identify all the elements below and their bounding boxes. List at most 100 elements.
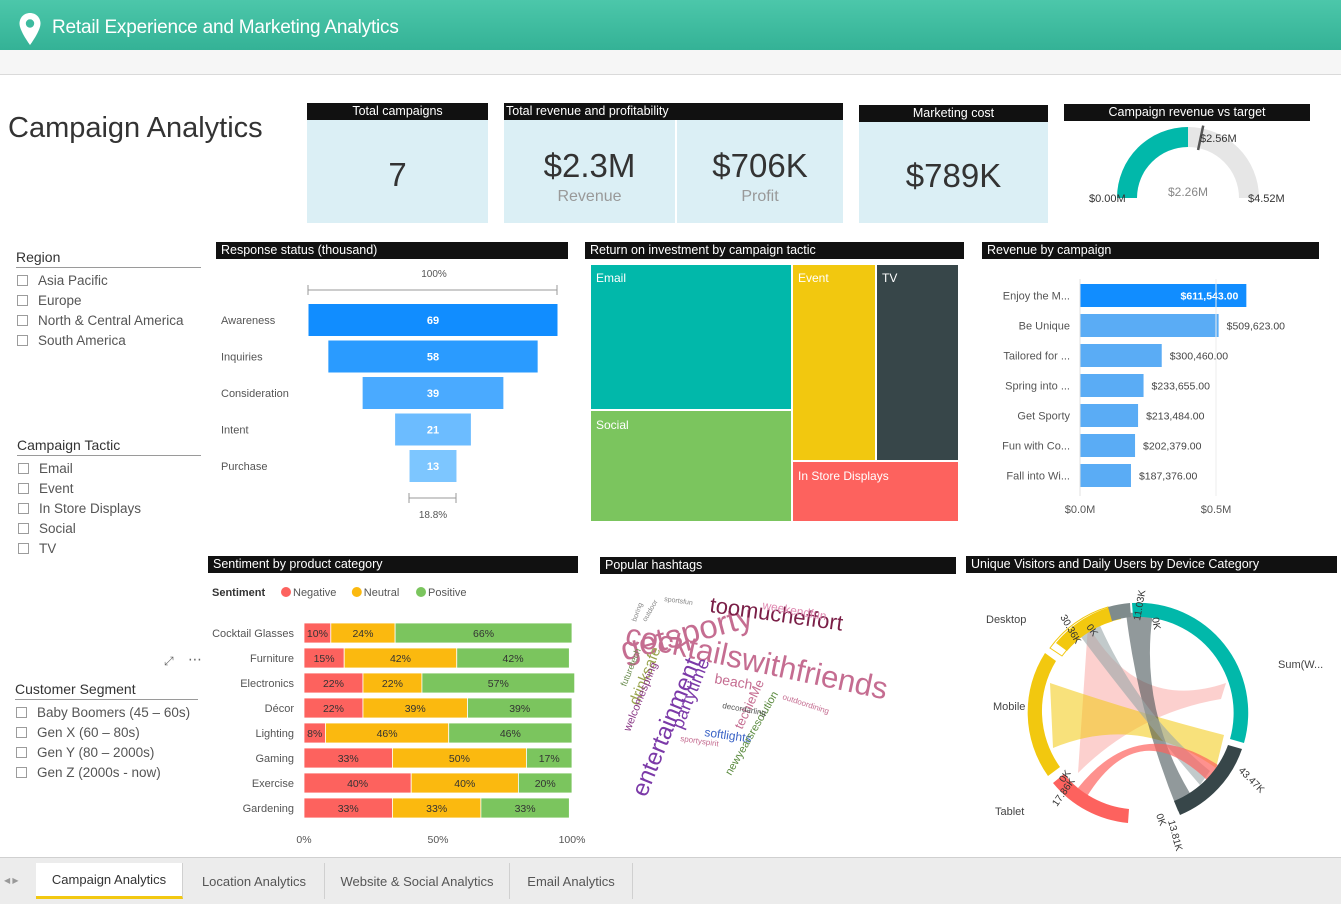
chord-ribbon-dark[interactable] [1126,612,1196,811]
chord-arc-sum[interactable] [1132,602,1249,743]
sentiment-segment[interactable] [480,797,570,819]
revenue-bar[interactable] [1080,404,1139,427]
profit-card[interactable]: $706K Profit [677,120,843,223]
revenue-card[interactable]: $2.3M Revenue [504,120,675,223]
sentiment-segment[interactable] [421,672,576,694]
tactic-option[interactable]: Event [18,479,74,497]
funnel-bar[interactable] [328,340,538,373]
word-sportsfun[interactable]: sportsfun [664,596,694,607]
sentiment-segment[interactable] [456,647,570,669]
revenue-category-label: Be Unique [1019,321,1070,333]
revenue-category-label: Enjoy the M... [1003,291,1070,303]
region-option[interactable]: Europe [17,291,82,309]
segment-option[interactable]: Gen Y (80 – 2000s) [16,743,154,761]
word-outdoordining[interactable]: outdoordining [781,692,830,716]
funnel-bar[interactable] [409,450,457,482]
word-softlights[interactable]: softlights [704,725,753,745]
sentiment-legend-title: Sentiment [212,587,266,599]
revenue-by-campaign-chart[interactable]: Enjoy the M... $611,543.00 Be Unique $509,6… [982,259,1337,524]
device-chord-chart[interactable]: Desktop Mobile Tablet Sum(W... 11.03K 0K… [966,573,1341,855]
sentiment-segment[interactable] [526,747,573,769]
tab-scroll-arrows-icon[interactable]: ◀ ▶ [4,876,19,885]
tab-location-analytics[interactable]: Location Analytics [184,863,325,899]
checkbox[interactable] [18,462,29,474]
revenue-bar[interactable] [1080,284,1247,307]
tab-campaign-analytics[interactable]: Campaign Analytics [36,863,183,899]
funnel-bar[interactable] [362,377,504,409]
tab-email-analytics[interactable]: Email Analytics [510,863,633,899]
sentiment-segment[interactable] [517,772,573,794]
treemap-cell-in-store-displays[interactable] [791,460,960,523]
treemap-cell-tv[interactable] [875,263,960,462]
checkbox[interactable] [18,482,29,494]
checkbox[interactable] [18,542,29,554]
revenue-bar[interactable] [1080,434,1136,457]
region-option[interactable]: North & Central America [17,311,184,329]
revenue-gauge[interactable]: $0.00M $4.52M $2.26M $2.56M [1064,122,1310,222]
checkbox[interactable] [18,522,29,534]
checkbox[interactable] [17,314,28,326]
response-funnel-chart[interactable]: 100% 18.8% 69 Awareness 58 Inquiries 39 Consi… [216,259,568,529]
tab-website-social-analytics[interactable]: Website & Social Analytics [325,863,510,899]
total-campaigns-card[interactable]: 7 [307,120,488,223]
tactic-option[interactable]: Email [18,459,73,477]
roi-treemap-chart[interactable]: Email Social Event TV In Store Displays [585,259,964,525]
legend-marker[interactable] [281,587,291,597]
tactic-option[interactable]: TV [18,539,56,557]
funnel-bar[interactable] [395,413,471,446]
revenue-category-label: Get Sporty [1017,411,1070,423]
sentiment-category-label: Electronics [240,678,294,690]
sentiment-value-label: 24% [352,628,373,640]
chord-arc-tablet-dark[interactable] [1174,745,1242,815]
chord-ribbon-red[interactable] [1078,743,1218,798]
sentiment-segment[interactable] [467,697,573,719]
segment-option[interactable]: Gen X (60 – 80s) [16,723,140,741]
legend-label[interactable]: Positive [428,587,467,599]
segment-option[interactable]: Baby Boomers (45 – 60s) [16,703,190,721]
treemap-header: Return on investment by campaign tactic [585,242,964,259]
chord-arc-tablet[interactable] [1053,774,1129,823]
legend-marker[interactable] [351,587,362,597]
region-option-label: Asia Pacific [38,272,108,288]
checkbox[interactable] [16,726,27,738]
region-option[interactable]: South America [17,331,126,349]
revenue-bar[interactable] [1080,464,1131,487]
word-beach[interactable]: beach [713,670,753,692]
word-outdoor[interactable]: outdoor [642,598,660,623]
revenue-bar[interactable] [1080,314,1219,337]
checkbox[interactable] [17,294,28,306]
checkbox[interactable] [16,706,27,718]
checkbox[interactable] [16,766,27,778]
focus-mode-icon[interactable]: ⤢ [164,654,174,668]
tactic-option[interactable]: In Store Displays [18,499,141,517]
segment-option[interactable]: Gen Z (2000s - now) [16,763,161,781]
sentiment-value-label: 46% [377,728,398,740]
profit-value: $706K [712,147,808,184]
chord-arc-grey[interactable] [1108,603,1131,621]
funnel-bar[interactable] [308,304,558,336]
legend-marker[interactable] [416,587,426,597]
legend-label[interactable]: Neutral [364,587,399,599]
checkbox[interactable] [18,502,29,514]
checkbox[interactable] [16,746,27,758]
revenue-bar[interactable] [1080,374,1144,397]
app-title: Retail Experience and Marketing Analytic… [52,17,399,38]
treemap-cell-email[interactable] [589,263,793,411]
sentiment-segment[interactable] [394,622,573,644]
more-options-icon[interactable]: ⋯ [188,651,203,667]
chord-ribbon-grey[interactable] [1078,621,1210,785]
revenue-bar[interactable] [1080,344,1162,367]
legend-label[interactable]: Negative [293,587,336,599]
checkbox[interactable] [17,334,28,346]
marketing-cost-card[interactable]: $789K [859,122,1048,223]
sentiment-segment[interactable] [448,722,573,744]
chord-arc-desktop[interactable] [1056,605,1121,651]
tactic-option[interactable]: Social [18,519,76,537]
chord-arc-mobile[interactable] [1027,653,1060,776]
sentiment-chart[interactable]: Sentiment Negative Neutral Positive Cockta… [208,573,593,853]
checkbox[interactable] [17,274,28,286]
treemap-cell-event[interactable] [791,263,877,462]
hashtags-word-cloud[interactable]: getsporty cocktailswithfriends toomuchef… [600,574,956,814]
funnel-value-label: 39 [427,388,439,400]
region-option[interactable]: Asia Pacific [17,271,108,289]
